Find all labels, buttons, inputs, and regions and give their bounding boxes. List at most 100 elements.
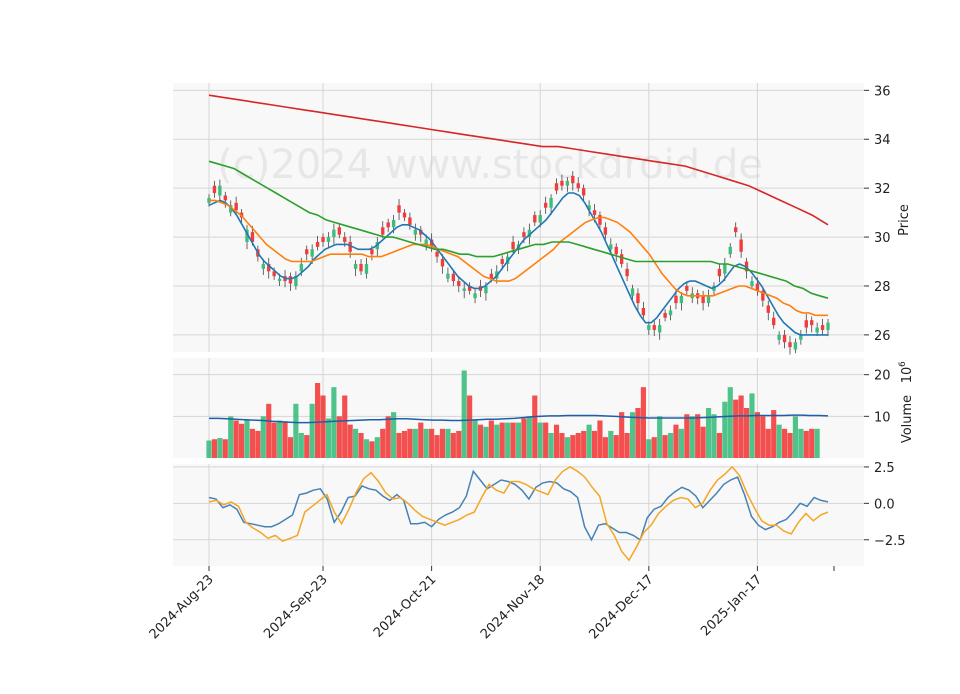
candle-up (777, 334, 781, 340)
candle-down (663, 312, 667, 318)
candle-up (527, 229, 532, 238)
volume-bar (309, 403, 315, 458)
candle-down (315, 241, 320, 247)
volume-bar (238, 423, 245, 458)
volume-bar (228, 416, 234, 458)
candle-up (299, 263, 303, 272)
volume-bar (651, 437, 657, 458)
volume-bar (733, 399, 739, 458)
candle-down (766, 305, 770, 313)
candle-down (554, 183, 559, 191)
price-axis-label: Price (897, 204, 912, 236)
oscillator-tick-label: 2.5 (874, 461, 895, 476)
candle-down (440, 259, 445, 267)
candle-up (261, 263, 265, 269)
volume-bar (277, 420, 283, 458)
volume-bar (385, 416, 391, 458)
volume-bar (553, 424, 560, 458)
volume-bar (722, 401, 728, 458)
volume-bar (640, 387, 646, 458)
volume-tick-label: 20 (874, 369, 891, 384)
candle-up (549, 197, 553, 208)
volume-bar (304, 435, 310, 458)
volume-bar (331, 387, 337, 458)
volume-bar (787, 433, 793, 458)
candle-down (435, 251, 439, 257)
price-tick-label: 32 (874, 182, 891, 197)
candle-down (576, 183, 580, 189)
price-tick-label: 36 (874, 84, 891, 99)
volume-bar (211, 439, 218, 458)
candle-down (761, 290, 765, 301)
candle-up (668, 310, 673, 316)
volume-bar (217, 438, 223, 458)
candle-down (581, 188, 586, 196)
candle-up (587, 205, 591, 211)
volume-bar (760, 416, 766, 458)
candle-down (223, 195, 227, 201)
candle-down (619, 254, 624, 264)
volume-bar (792, 416, 799, 458)
volume-bar (505, 422, 511, 458)
candle-down (489, 273, 494, 279)
volume-bar (602, 437, 608, 458)
candle-down (560, 180, 564, 186)
candle-up (706, 295, 711, 304)
candle-down (652, 325, 656, 330)
volume-bar (629, 412, 636, 458)
volume-bar (412, 428, 418, 458)
volume-bar (575, 433, 581, 458)
volume-bar (494, 424, 500, 458)
volume-bar (537, 422, 543, 458)
ma-slow-line (208, 160, 829, 299)
candle-up (364, 263, 369, 274)
price-tick-label: 26 (874, 329, 891, 344)
volume-bar (727, 387, 733, 458)
candle-down (636, 293, 640, 304)
x-tick-label: 2024-Dec-17 (587, 572, 657, 642)
candle-down (810, 320, 814, 326)
volume-bar (472, 420, 478, 458)
ma-mid-line (209, 199, 828, 317)
volume-bar (809, 428, 815, 458)
candle-down (533, 215, 537, 223)
volume-bar (456, 430, 462, 458)
volume-bar (526, 416, 532, 458)
candle-down (543, 202, 548, 208)
volume-bar (325, 418, 332, 458)
candle-up (750, 281, 754, 286)
price-tick-label: 28 (874, 280, 891, 295)
candle-down (717, 268, 722, 277)
candle-up (647, 325, 651, 330)
candle-down (603, 227, 608, 235)
volume-bar (515, 422, 522, 458)
price-tick-label: 34 (874, 133, 891, 148)
volume-bar (559, 433, 565, 458)
oscillator-line (208, 469, 829, 542)
volume-bar (543, 422, 549, 458)
volume-bar (206, 440, 212, 458)
candle-up (815, 327, 819, 333)
candle-down (511, 241, 515, 250)
price-panel (173, 83, 864, 352)
volume-bar (743, 408, 750, 458)
candle-down (370, 249, 374, 255)
candle-up (484, 285, 488, 294)
candle-down (755, 283, 760, 291)
volume-bar (608, 430, 614, 458)
candle-down (788, 342, 792, 348)
candle-up (294, 276, 298, 286)
volume-bar (401, 430, 408, 458)
candle-up (609, 244, 613, 250)
volume-bar (667, 433, 674, 458)
candle-down (429, 239, 434, 247)
candle-up (277, 278, 282, 282)
candle-up (446, 273, 450, 279)
candle-down (625, 268, 629, 277)
volume-bar (450, 433, 456, 458)
volume-bar (477, 424, 484, 458)
candle-down (212, 185, 217, 194)
volume-bar (266, 403, 272, 458)
volume-bar (342, 395, 348, 458)
